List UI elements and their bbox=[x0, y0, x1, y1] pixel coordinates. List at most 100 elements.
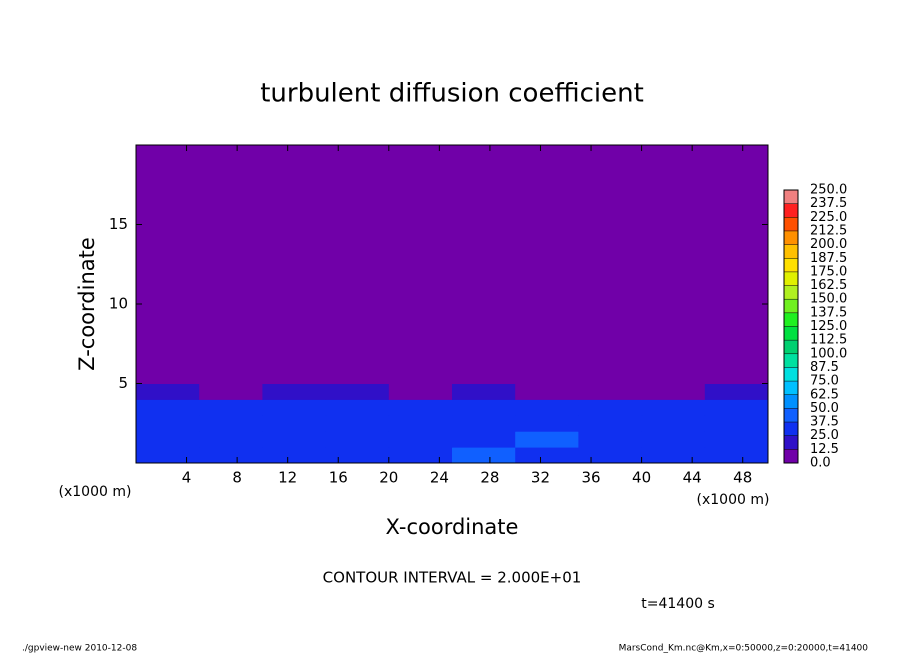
colorbar-label: 0.0 bbox=[810, 456, 831, 471]
heat-cell bbox=[452, 431, 516, 448]
colorbar-swatch bbox=[784, 367, 798, 382]
heat-cell bbox=[452, 415, 516, 432]
heat-cell bbox=[388, 447, 453, 464]
colorbar-label: 150.0 bbox=[810, 292, 847, 307]
colorbar-swatch bbox=[784, 244, 798, 259]
colorbar-label: 100.0 bbox=[810, 346, 847, 361]
heat-cell bbox=[641, 399, 706, 416]
colorbar-swatch bbox=[784, 203, 798, 218]
colorbar-swatch bbox=[784, 340, 798, 354]
heat-cell bbox=[578, 431, 643, 448]
colorbar-swatch bbox=[784, 408, 798, 423]
colorbar-label: 175.0 bbox=[810, 264, 847, 279]
heat-cell bbox=[325, 383, 390, 400]
x-tick-label: 4 bbox=[182, 469, 192, 487]
colorbar-swatch bbox=[784, 381, 798, 395]
heat-cell bbox=[704, 431, 769, 448]
x-tick-label: 16 bbox=[329, 469, 348, 487]
heat-cell bbox=[388, 399, 453, 416]
colorbar-label: 212.5 bbox=[810, 223, 847, 238]
heat-cell bbox=[641, 145, 706, 384]
heat-cell bbox=[515, 383, 579, 400]
heat-cell bbox=[515, 431, 579, 448]
x-tick-label: 28 bbox=[480, 469, 499, 487]
heat-cell bbox=[136, 383, 200, 400]
colorbar-swatch bbox=[784, 190, 798, 204]
heat-cell bbox=[325, 399, 390, 416]
colorbar-label: 200.0 bbox=[810, 237, 847, 252]
heat-cell bbox=[388, 145, 453, 384]
colorbar-swatch bbox=[784, 422, 798, 436]
heat-cell bbox=[199, 399, 263, 416]
heat-cell bbox=[515, 447, 579, 464]
y-axis-label: Z-coordinate bbox=[75, 237, 99, 371]
heat-cell bbox=[578, 145, 643, 384]
colorbar-label: 87.5 bbox=[810, 360, 839, 375]
colorbar-swatch bbox=[784, 217, 798, 231]
colorbar-label: 250.0 bbox=[810, 183, 847, 198]
heat-cell bbox=[325, 431, 390, 448]
y-tick-label: 5 bbox=[118, 374, 128, 392]
heat-cell bbox=[578, 415, 643, 432]
x-tick-label: 48 bbox=[733, 469, 752, 487]
heat-cell bbox=[262, 431, 327, 448]
colorbar-label: 237.5 bbox=[810, 196, 847, 211]
x-tick-label: 24 bbox=[430, 469, 449, 487]
x-tick-label: 32 bbox=[531, 469, 550, 487]
heat-cell bbox=[452, 383, 516, 400]
colorbar-label: 50.0 bbox=[810, 401, 839, 416]
heat-cell bbox=[452, 447, 516, 464]
colorbar-label: 62.5 bbox=[810, 387, 839, 402]
heat-cell bbox=[136, 415, 200, 432]
heat-cell bbox=[704, 145, 769, 384]
heat-cell bbox=[325, 145, 390, 384]
heat-cell bbox=[578, 399, 643, 416]
heat-cell bbox=[199, 415, 263, 432]
footer-right: MarsCond_Km.nc@Km,x=0:50000,z=0:20000,t=… bbox=[619, 644, 869, 654]
heat-cell bbox=[641, 447, 706, 464]
heat-cell bbox=[136, 431, 200, 448]
heat-cell bbox=[262, 399, 327, 416]
heat-cell bbox=[199, 383, 263, 400]
heat-cell bbox=[641, 415, 706, 432]
heat-cell bbox=[262, 447, 327, 464]
colorbar-swatch bbox=[784, 435, 798, 450]
colorbar-label: 25.0 bbox=[810, 428, 839, 443]
heat-cell bbox=[452, 399, 516, 416]
colorbar-swatch bbox=[784, 271, 798, 286]
heat-cell bbox=[515, 415, 579, 432]
heat-cell bbox=[136, 447, 200, 464]
colorbar-swatch bbox=[784, 230, 798, 245]
heat-cell bbox=[578, 447, 643, 464]
contour-interval: CONTOUR INTERVAL = 2.000E+01 bbox=[323, 569, 582, 587]
heat-cell bbox=[136, 399, 200, 416]
colorbar-label: 125.0 bbox=[810, 319, 847, 334]
x-tick-label: 12 bbox=[278, 469, 297, 487]
heat-cell bbox=[262, 145, 327, 384]
colorbar-swatch bbox=[784, 299, 798, 313]
heat-cell bbox=[388, 415, 453, 432]
heat-cell bbox=[325, 447, 390, 464]
heat-cell bbox=[452, 145, 516, 384]
colorbar-label: 112.5 bbox=[810, 333, 847, 348]
x-unit-label: (x1000 m) bbox=[697, 492, 770, 508]
colorbar-swatch bbox=[784, 449, 798, 463]
heat-cell bbox=[388, 431, 453, 448]
x-tick-label: 36 bbox=[581, 469, 600, 487]
x-tick-label: 20 bbox=[379, 469, 398, 487]
footer-left: ./gpview-new 2010-12-08 bbox=[22, 644, 137, 654]
colorbar-swatch bbox=[784, 326, 798, 341]
chart-title: turbulent diffusion coefficient bbox=[260, 79, 644, 109]
y-unit-label: (x1000 m) bbox=[59, 484, 132, 500]
x-axis-label: X-coordinate bbox=[386, 515, 519, 539]
colorbar-swatch bbox=[784, 353, 798, 368]
time-label: t=41400 s bbox=[641, 596, 715, 612]
heat-cell bbox=[262, 383, 327, 400]
y-tick-label: 10 bbox=[109, 295, 128, 313]
heat-cell bbox=[325, 415, 390, 432]
colorbar-swatch bbox=[784, 258, 798, 272]
heat-cell bbox=[704, 383, 769, 400]
heat-cell bbox=[136, 145, 200, 384]
y-tick-label: 15 bbox=[109, 215, 128, 233]
